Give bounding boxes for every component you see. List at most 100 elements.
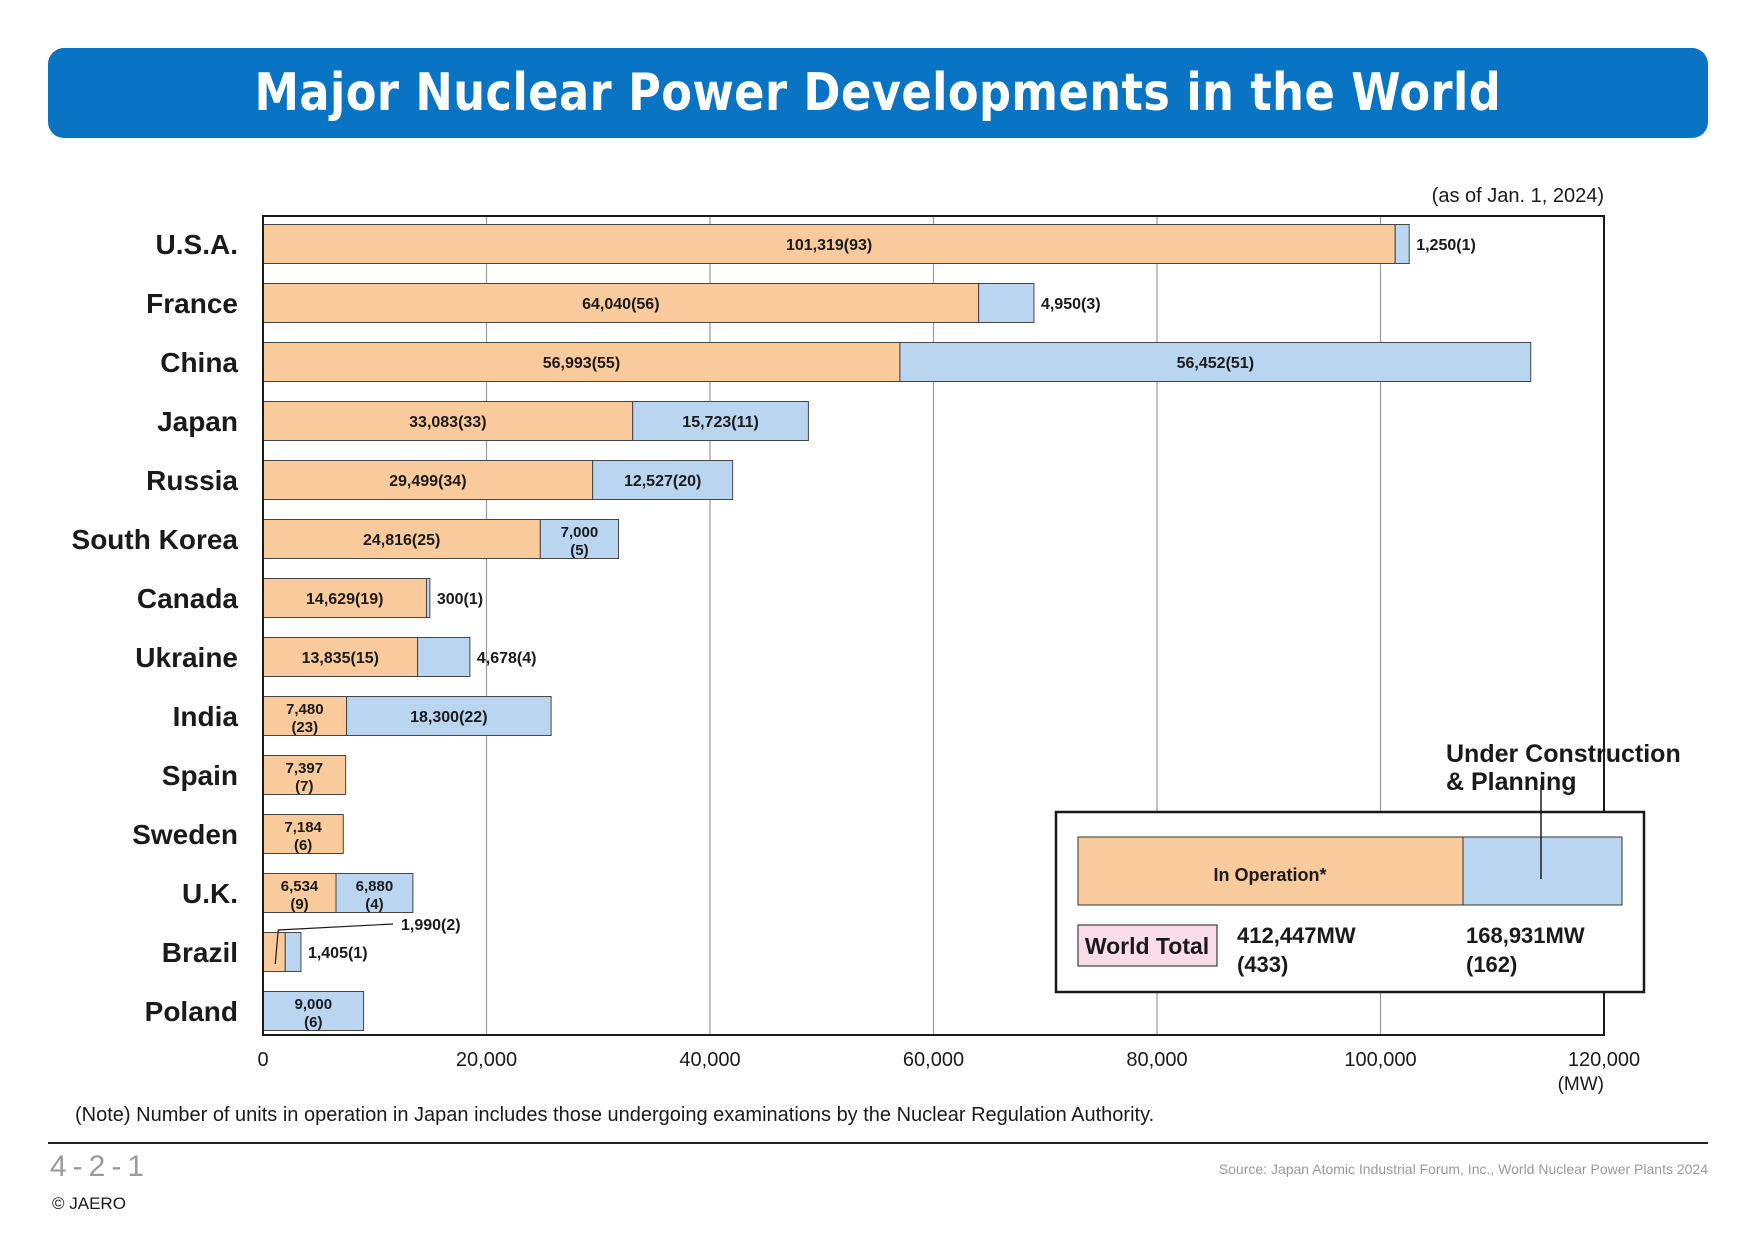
data-label-operation: (23) <box>291 719 318 736</box>
category-label: France <box>146 288 238 319</box>
source-credit: Source: Japan Atomic Industrial Forum, I… <box>1218 1161 1708 1177</box>
bar-construction <box>346 696 552 736</box>
category-label: India <box>173 701 239 732</box>
bar-operation <box>262 814 344 854</box>
data-label-operation: 24,816(25) <box>363 532 440 549</box>
data-label-operation: 7,397 <box>286 760 324 777</box>
x-tick-label: 20,000 <box>456 1049 517 1071</box>
category-label: Brazil <box>162 937 238 968</box>
world-total-label: World Total <box>1085 933 1209 959</box>
world-total-construction-value: 168,931MW <box>1466 923 1585 948</box>
data-label-construction: 4,678(4) <box>477 650 537 667</box>
title-banner: Major Nuclear Power Developments in the … <box>48 48 1708 138</box>
data-label-operation: 101,319(93) <box>786 237 872 254</box>
bar-construction <box>417 637 471 677</box>
data-label-construction: 15,723(11) <box>682 414 759 431</box>
data-label-construction: 1,250(1) <box>1416 237 1476 254</box>
data-label-construction: 1,405(1) <box>308 945 368 962</box>
category-label: Canada <box>137 583 239 614</box>
bar-operation <box>262 932 286 972</box>
footer-divider <box>48 1142 1708 1144</box>
x-tick-label: 80,000 <box>1126 1049 1187 1071</box>
data-label-construction: 4,950(3) <box>1041 296 1101 313</box>
bar-operation <box>262 637 419 677</box>
data-label-construction: (4) <box>365 896 383 913</box>
data-label-construction: 12,527(20) <box>624 473 701 490</box>
data-label-construction: 7,000 <box>561 524 599 541</box>
data-label-construction: 300(1) <box>437 591 483 608</box>
bar-construction <box>592 460 734 500</box>
data-label-operation: 1,990(2) <box>401 917 461 934</box>
axes: 0 20,000 40,000 60,000 80,000 100,000 120,000 U… <box>72 215 1640 1071</box>
bar-construction <box>539 519 620 559</box>
bar-operation <box>262 755 347 795</box>
legend-construction-swatch <box>1462 836 1623 906</box>
legend-construction-label-2: & Planning <box>1446 768 1577 796</box>
legend-box: In Operation* Under Construction & Plann… <box>1054 740 1681 994</box>
data-label-construction: 56,452(51) <box>1177 355 1254 372</box>
bar-construction <box>284 932 302 972</box>
category-label: China <box>160 347 238 378</box>
category-label: South Korea <box>72 524 239 555</box>
x-tick-label: 120,000 <box>1568 1049 1640 1071</box>
world-total-operation-value: 412,447MW <box>1237 923 1356 948</box>
x-axis-unit: (MW) <box>1558 1074 1604 1095</box>
category-label: Japan <box>157 406 238 437</box>
bar-construction <box>899 342 1532 382</box>
data-label-operation: 56,993(55) <box>543 355 620 372</box>
category-label: Spain <box>162 760 238 791</box>
data-label-operation: 64,040(56) <box>582 296 659 313</box>
category-label: U.K. <box>182 878 238 909</box>
bar-construction <box>632 401 809 441</box>
bars <box>262 224 1532 1031</box>
footnote: (Note) Number of units in operation in J… <box>75 1104 1155 1126</box>
callout-line <box>274 923 394 965</box>
bar-operation <box>262 696 348 736</box>
data-label-operation: 13,835(15) <box>302 650 379 667</box>
data-label-operation: (6) <box>294 837 312 854</box>
data-label-construction: 6,880 <box>356 878 394 895</box>
legend-operation-swatch <box>1077 836 1464 906</box>
category-label: Ukraine <box>135 642 238 673</box>
data-label-construction: 18,300(22) <box>410 709 487 726</box>
bar-construction <box>1394 224 1410 264</box>
data-label-operation: 6,534 <box>281 878 319 895</box>
bar-construction <box>978 283 1035 323</box>
bar-operation <box>262 224 1396 264</box>
category-label: Poland <box>145 996 238 1027</box>
x-tick-label: 100,000 <box>1344 1049 1416 1071</box>
data-label-operation: (9) <box>290 896 308 913</box>
world-total-operation-units: (433) <box>1237 952 1288 977</box>
legend-operation-label: In Operation* <box>1213 865 1326 885</box>
category-label: U.S.A. <box>156 229 238 260</box>
data-label-operation: 7,480 <box>286 701 324 718</box>
page-number: 4-2-1 <box>50 1150 151 1183</box>
data-label-construction: (5) <box>570 542 588 559</box>
bar-construction <box>262 991 365 1031</box>
data-label-operation: (7) <box>295 778 313 795</box>
bar-operation <box>262 460 594 500</box>
bar-labels: 101,319(93) 1,250(1) 64,040(56) 4,950(3) 56,… <box>274 237 1476 1031</box>
world-total-construction-units: (162) <box>1466 952 1517 977</box>
bar-construction <box>425 578 431 618</box>
bar-operation <box>262 873 337 913</box>
data-label-operation: 7,184 <box>284 819 322 836</box>
data-label-operation: 29,499(34) <box>389 473 466 490</box>
copyright: © JAERO <box>52 1194 126 1213</box>
bar-construction <box>335 873 414 913</box>
category-label: Russia <box>146 465 238 496</box>
world-total-badge <box>1077 924 1218 967</box>
x-tick-label: 60,000 <box>903 1049 964 1071</box>
data-label-operation: 33,083(33) <box>409 414 486 431</box>
plot-frame <box>262 215 1605 1036</box>
data-label-construction: (6) <box>304 1014 322 1031</box>
legend-construction-label: Under Construction <box>1446 740 1681 768</box>
as-of-date: (as of Jan. 1, 2024) <box>1432 185 1604 207</box>
x-tick-label: 40,000 <box>679 1049 740 1071</box>
data-label-construction: 9,000 <box>295 996 333 1013</box>
data-label-operation: 14,629(19) <box>306 591 383 608</box>
page-title: Major Nuclear Power Developments in the … <box>254 63 1502 123</box>
category-label: Sweden <box>132 819 238 850</box>
x-tick-label: 0 <box>257 1049 268 1071</box>
